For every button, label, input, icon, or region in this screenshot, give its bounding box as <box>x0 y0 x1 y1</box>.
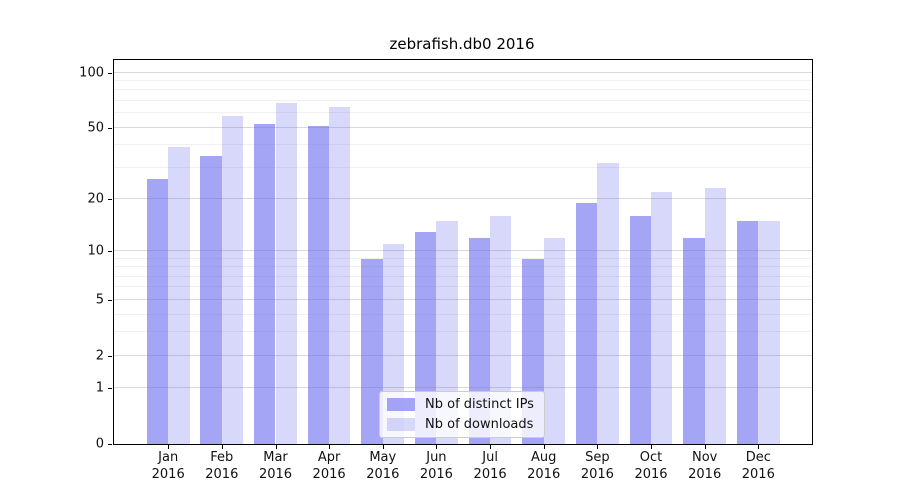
legend: Nb of distinct IPs Nb of downloads <box>379 391 545 438</box>
x-tick-label-dec: Dec 2016 <box>741 450 775 482</box>
bar-dec-downloads <box>758 220 780 444</box>
x-tick-label-sep: Sep 2016 <box>580 450 614 482</box>
gridline-minor-8 <box>114 266 812 268</box>
bar-sep-distinct-ips <box>576 202 598 444</box>
gridline-minor-7 <box>114 275 812 277</box>
gridline-minor-6 <box>114 286 812 288</box>
gridline-major-50 <box>114 126 812 128</box>
bar-mar-downloads <box>275 103 297 444</box>
bar-oct-distinct-ips <box>629 216 651 444</box>
y-tick-label-0: 0 <box>95 436 104 452</box>
legend-row-downloads: Nb of downloads <box>387 417 534 432</box>
gridline-minor-30 <box>114 166 812 168</box>
y-tick-label-20: 20 <box>87 191 104 207</box>
legend-label-downloads: Nb of downloads <box>425 417 534 432</box>
gridline-minor-90 <box>114 79 812 81</box>
bar-jun-distinct-ips <box>415 231 437 444</box>
plot-area <box>113 59 813 445</box>
y-tick-mark-10 <box>108 251 112 252</box>
x-tick-label-mar: Mar 2016 <box>258 450 293 482</box>
y-tick-label-10: 10 <box>87 243 104 259</box>
legend-swatch-downloads <box>387 418 415 431</box>
x-tick-mark-dec <box>758 445 760 449</box>
y-tick-label-50: 50 <box>87 120 104 135</box>
gridline-major-100 <box>114 71 812 73</box>
gridline-major-5 <box>114 298 812 300</box>
bar-jan-downloads <box>168 147 190 444</box>
gridline-major-1 <box>114 387 812 389</box>
gridline-minor-80 <box>114 89 812 91</box>
x-tick-mark-aug <box>543 445 545 449</box>
bar-jun-downloads <box>436 220 458 444</box>
x-tick-mark-nov <box>704 445 706 449</box>
y-tick-mark-0 <box>108 444 112 445</box>
gridline-minor-40 <box>114 144 812 146</box>
gridline-minor-3 <box>114 331 812 333</box>
bar-may-distinct-ips <box>361 258 383 444</box>
x-tick-label-apr: Apr 2016 <box>312 450 346 482</box>
y-tick-label-1: 1 <box>95 380 104 396</box>
legend-label-distinct-ips: Nb of distinct IPs <box>425 397 534 412</box>
x-tick-mark-jul <box>490 445 492 449</box>
bar-mar-distinct-ips <box>254 124 276 444</box>
x-tick-mark-may <box>382 445 384 449</box>
legend-swatch-distinct-ips <box>387 398 415 411</box>
x-tick-mark-mar <box>275 445 277 449</box>
bar-oct-downloads <box>651 191 673 444</box>
x-tick-mark-oct <box>651 445 652 449</box>
gridline-minor-60 <box>114 112 812 114</box>
bar-apr-distinct-ips <box>307 126 330 444</box>
gridline-minor-4 <box>114 313 812 315</box>
bar-sep-downloads <box>597 162 619 444</box>
x-tick-label-jan: Jan 2016 <box>151 450 185 482</box>
y-tick-mark-50 <box>108 127 112 129</box>
bar-jul-downloads <box>490 216 512 444</box>
chart-title: zebrafish.db0 2016 <box>389 35 535 53</box>
y-tick-label-5: 5 <box>95 292 104 308</box>
gridline-minor-70 <box>114 99 812 101</box>
x-tick-mark-jan <box>168 445 170 449</box>
gridline-major-20 <box>114 197 812 199</box>
gridline-major-10 <box>114 250 812 251</box>
y-tick-mark-2 <box>108 355 112 357</box>
bar-apr-downloads <box>329 106 351 444</box>
gridline-major-2 <box>114 354 812 356</box>
y-tick-label-100: 100 <box>79 65 104 80</box>
y-tick-mark-5 <box>108 299 112 301</box>
y-tick-label-2: 2 <box>95 348 104 364</box>
x-tick-label-may: May 2016 <box>366 450 400 482</box>
bar-jan-distinct-ips <box>146 178 169 444</box>
gridline-minor-9 <box>114 257 812 259</box>
bar-aug-downloads <box>543 237 566 444</box>
x-tick-label-feb: Feb 2016 <box>205 450 239 482</box>
x-tick-mark-apr <box>329 445 331 449</box>
x-tick-mark-feb <box>221 445 223 449</box>
y-tick-mark-20 <box>108 198 112 200</box>
bar-feb-distinct-ips <box>200 155 222 444</box>
x-tick-label-nov: Nov 2016 <box>688 450 722 482</box>
x-tick-label-jun: Jun 2016 <box>419 450 453 482</box>
bar-dec-distinct-ips <box>736 220 759 444</box>
x-tick-label-oct: Oct 2016 <box>634 450 668 482</box>
x-tick-mark-jun <box>436 445 438 449</box>
x-tick-label-jul: Jul 2016 <box>473 450 507 482</box>
bar-feb-downloads <box>221 115 244 444</box>
x-tick-label-aug: Aug 2016 <box>527 450 561 482</box>
x-tick-mark-sep <box>597 445 599 449</box>
bar-nov-downloads <box>704 188 727 444</box>
bar-nov-distinct-ips <box>683 237 705 444</box>
y-tick-mark-1 <box>108 388 112 390</box>
legend-row-distinct-ips: Nb of distinct IPs <box>387 397 534 412</box>
y-tick-mark-100 <box>108 72 112 74</box>
